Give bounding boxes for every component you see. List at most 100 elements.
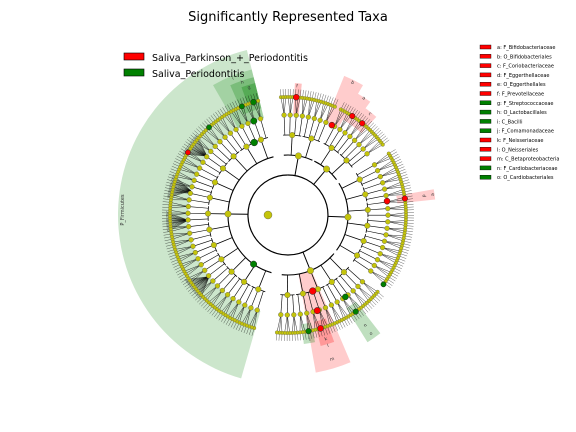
tree-order-stem	[201, 254, 219, 265]
tree-leaf-stem	[186, 264, 202, 277]
tree-leaf-stem	[179, 169, 197, 175]
tree-leaf-stem	[176, 246, 194, 255]
node-order	[202, 267, 208, 273]
cladogram-nodes	[168, 94, 408, 335]
node-order	[222, 134, 228, 140]
tree-leaf-stem	[174, 239, 192, 248]
node-order	[214, 283, 221, 289]
key-entry-12: m: C_Betaproteobacteria	[497, 157, 559, 163]
tree-leaf-stem	[283, 97, 286, 116]
tree-order-stem	[222, 275, 236, 291]
tree-leaf-stem	[380, 253, 398, 259]
tree-leaf-stem	[357, 286, 371, 300]
shade-bifido-f	[343, 93, 371, 127]
node-class	[210, 242, 217, 249]
tree-leaf-stem	[308, 98, 310, 118]
tree-leaf-stem	[217, 119, 231, 134]
tree-leaf-stem	[184, 157, 200, 169]
tree-leaf-stem	[363, 137, 377, 150]
node-leaf	[256, 98, 261, 103]
tree-class-stem	[221, 247, 239, 260]
node-phylum	[307, 267, 314, 275]
tree-class-stem	[214, 181, 234, 191]
tree-leaf-stem	[374, 265, 392, 273]
node-order	[317, 117, 323, 123]
clade-label-l: l	[327, 343, 330, 349]
node-order	[185, 203, 191, 210]
tree-order-stem	[297, 294, 301, 315]
shade-neisseriales	[314, 318, 335, 346]
node-order	[334, 299, 340, 305]
tree-leaf-stem	[287, 96, 291, 116]
tree-order-stem	[230, 133, 243, 150]
tree-leaf-stem	[384, 181, 402, 190]
tree-leaf-stem	[357, 286, 373, 298]
node-order	[194, 171, 200, 177]
tree-leaf-stem	[170, 225, 189, 227]
legend: Saliva_Parkinson_+_Periodontitis Saliva_…	[123, 52, 308, 80]
tree-leaf-stem	[386, 191, 404, 196]
shade-corio	[352, 108, 377, 134]
tree-order-stem	[367, 220, 388, 223]
tree-leaf-stem	[211, 124, 226, 138]
node-prevotellaceae	[292, 94, 300, 101]
node-order	[293, 112, 299, 118]
tree-leaf-stem	[195, 141, 211, 152]
tree-leaf-stem	[386, 234, 405, 237]
tree-order-stem	[307, 292, 314, 312]
tree-order-stem	[241, 126, 252, 145]
tree-order-stem	[208, 263, 225, 277]
node-order	[204, 154, 210, 160]
tree-class-stem	[345, 193, 366, 200]
tree-order-stem	[356, 255, 375, 266]
legend-label-0: Saliva_Parkinson_+_Periodontitis	[152, 53, 308, 64]
tree-leaf-stem	[180, 166, 197, 175]
tree-leaf-stem	[370, 270, 386, 282]
node-order	[192, 249, 198, 256]
tree-order-stem	[365, 235, 385, 242]
node-order	[185, 217, 191, 223]
tree-leaf-stem	[280, 314, 283, 333]
tree-order-stem	[232, 281, 245, 299]
tree-leaf-stem	[353, 290, 366, 305]
node-class	[219, 165, 226, 172]
shade-betaproteo	[298, 270, 351, 373]
key-entry-8: i: C_Bacilli	[497, 119, 522, 125]
tree-leaf-stem	[180, 258, 199, 265]
tree-leaf-stem	[319, 309, 328, 327]
tree-leaf-stem	[170, 204, 189, 207]
tree-leaf-stem	[186, 154, 204, 163]
tree-leaf-stem	[225, 298, 234, 316]
key-swatch-11	[479, 147, 492, 152]
node-order	[323, 119, 329, 126]
tree-order-stem	[367, 225, 388, 229]
tree-leaf-stem	[175, 246, 194, 250]
tree-leaf-stem	[386, 194, 405, 196]
key-entry-13: n: F_Cardiobacteriaceae	[497, 166, 557, 172]
key-swatch-9	[479, 128, 492, 133]
tree-leaf-stem	[229, 301, 239, 318]
key-swatch-8	[479, 119, 492, 124]
key-entry-5: f: F_Prevotellaceae	[497, 92, 544, 98]
tree-leaf-stem	[204, 285, 218, 299]
node-eggerthellales	[383, 197, 391, 205]
node-order	[359, 279, 366, 285]
tree-leaf-stem	[216, 294, 228, 310]
tree-leaf-stem	[293, 314, 298, 333]
tree-leaf-stem	[347, 294, 360, 310]
node-class	[206, 194, 213, 201]
node-order	[291, 312, 297, 318]
tree-leaf-stem	[231, 111, 243, 127]
tree-leaf-stem	[319, 102, 324, 121]
node-order	[219, 287, 225, 294]
tree-order-stem	[359, 170, 378, 180]
node-red-left	[185, 149, 191, 156]
node-order	[377, 251, 383, 257]
tree-order-stem	[347, 148, 364, 163]
tree-class-stem	[222, 168, 240, 181]
tree-leaf-stem	[384, 186, 403, 190]
tree-order-stem	[333, 132, 346, 150]
tree-leaf-stem	[354, 125, 365, 141]
tree-order-stem	[366, 195, 387, 200]
tree-leaf-stem	[300, 314, 306, 332]
